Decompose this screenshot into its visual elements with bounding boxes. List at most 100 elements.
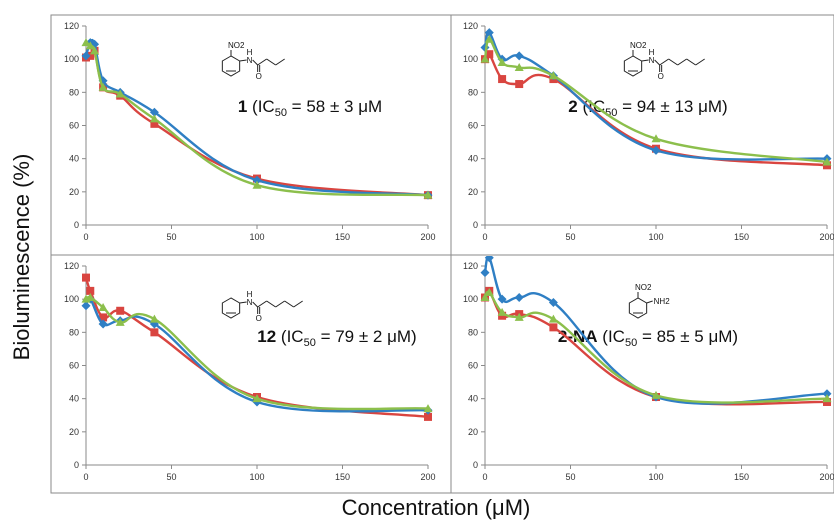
series-2-point: [99, 313, 108, 322]
y-tick-label: 120: [463, 261, 478, 271]
carbonyl-o-label: O: [256, 72, 262, 81]
ic50-value: 85 ± 5 μM): [657, 327, 738, 346]
x-tick-label: 100: [249, 232, 264, 242]
y-tick-label: 100: [463, 294, 478, 304]
x-tick-label: 0: [482, 232, 487, 242]
series-1-point: [822, 389, 832, 399]
series-3-point: [548, 71, 558, 80]
ic50-value: 79 ± 2 μM): [335, 327, 416, 346]
ic50-annotation: 1 (IC50 = 58 ± 3 μM: [238, 97, 382, 119]
series-2-point: [86, 286, 95, 295]
series-3-point: [90, 46, 100, 55]
amide-n-label: N: [247, 298, 253, 307]
y-tick-label: 120: [64, 261, 79, 271]
x-tick-label: 150: [734, 232, 749, 242]
y-tick-label: 60: [468, 121, 478, 131]
series-1-point: [651, 145, 661, 155]
series-2-point: [485, 50, 494, 59]
y-tick-label: 20: [69, 427, 79, 437]
y-axis-label: Bioluminescence (%): [9, 154, 34, 361]
y-tick-label: 120: [64, 21, 79, 31]
series-3-point: [423, 404, 433, 413]
series-1-line: [84, 38, 429, 197]
ic50-value: 58 ± 3 μM: [306, 97, 382, 116]
ic50-value: 94 ± 13 μM): [637, 97, 728, 116]
y-tick-label: 100: [64, 54, 79, 64]
y-tick-label: 40: [69, 394, 79, 404]
y-tick-label: 80: [468, 327, 478, 337]
series-3-point: [115, 317, 125, 326]
amide-h-label: H: [247, 290, 253, 299]
x-tick-label: 0: [83, 232, 88, 242]
y-tick-label: 80: [69, 87, 79, 97]
series-3-point: [514, 312, 524, 321]
y-tick-label: 0: [74, 220, 79, 230]
series-3-point: [81, 38, 91, 47]
carbonyl-o-label: O: [658, 72, 664, 81]
nitro-group-label: NO2: [635, 283, 652, 292]
x-tick-label: 200: [420, 232, 435, 242]
series-3-point: [115, 89, 125, 98]
series-3-point: [484, 34, 494, 43]
series-3-point: [423, 190, 433, 199]
compound-id: 12: [257, 327, 276, 346]
series-3-point: [480, 293, 490, 302]
series-3-point: [252, 180, 262, 189]
series-1-point: [484, 256, 494, 263]
y-tick-label: 120: [463, 21, 478, 31]
y-tick-label: 80: [468, 87, 478, 97]
x-tick-label: 100: [648, 232, 663, 242]
x-tick-label: 0: [482, 472, 487, 482]
x-tick-label: 100: [249, 472, 264, 482]
series-3-point: [98, 302, 108, 311]
series-2-point: [116, 306, 125, 315]
benzene-ring: [221, 297, 241, 319]
y-tick-label: 20: [69, 187, 79, 197]
series-3-point: [85, 293, 95, 302]
chart-panel-12: 0 20 40 60 80 100 120 0 50 100 150 200 HNO 12 (IC50 =…: [50, 254, 452, 494]
series-3-point: [548, 314, 558, 323]
compound-id: 2: [568, 97, 577, 116]
y-tick-label: 40: [468, 154, 478, 164]
y-tick-label: 100: [463, 54, 478, 64]
series-3-point: [514, 62, 524, 71]
x-tick-label: 200: [819, 232, 834, 242]
nitro-group-label: NO2: [630, 41, 647, 50]
x-tick-label: 200: [420, 472, 435, 482]
ic50-annotation: 12 (IC50 = 79 ± 2 μM): [257, 327, 416, 349]
series-3-point: [484, 288, 494, 297]
benzene-ring: [628, 297, 648, 319]
series-2-line: [483, 288, 828, 406]
series-3-point: [149, 314, 159, 323]
x-tick-label: 100: [648, 472, 663, 482]
series-1-point: [480, 268, 490, 278]
y-tick-label: 0: [473, 460, 478, 470]
amide-n-label: N: [247, 56, 253, 65]
series-3-point: [98, 82, 108, 91]
x-tick-label: 200: [819, 472, 834, 482]
series-2-point: [549, 323, 558, 332]
amide-h-label: H: [649, 48, 655, 57]
series-3-line: [85, 41, 429, 197]
series-3-point: [822, 394, 832, 403]
benzene-ring: [623, 55, 643, 77]
y-tick-label: 0: [473, 220, 478, 230]
panel-frame: [450, 254, 834, 494]
series-3-point: [497, 57, 507, 66]
series-1-point: [149, 107, 159, 117]
carbonyl-o-label: O: [256, 314, 262, 323]
y-tick-label: 20: [468, 427, 478, 437]
ic50-annotation: 2 (IC50 = 94 ± 13 μM): [568, 97, 727, 119]
x-tick-label: 150: [335, 472, 350, 482]
x-tick-label: 150: [335, 232, 350, 242]
amide-h-label: H: [247, 48, 253, 57]
series-1-point: [484, 28, 494, 38]
series-2-point: [150, 119, 159, 128]
series-1-point: [514, 293, 524, 303]
series-3-point: [651, 134, 661, 143]
series-3-line: [483, 290, 828, 404]
